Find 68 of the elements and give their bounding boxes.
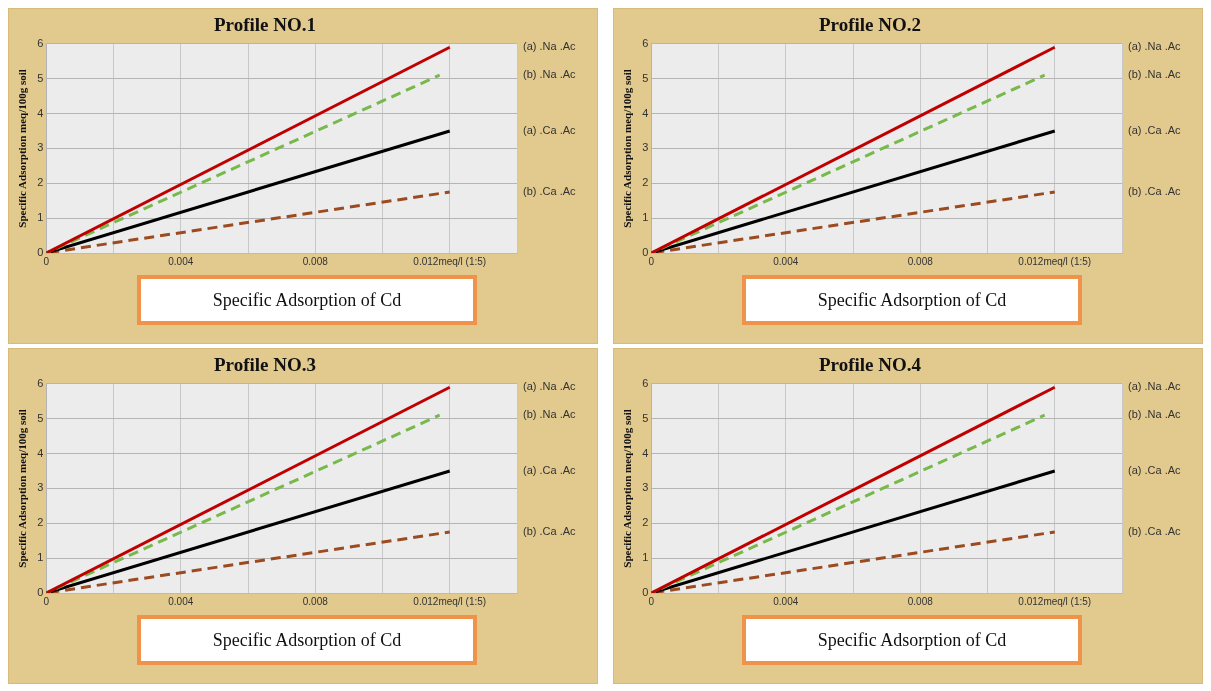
x-tick-label: 0.012meq/l (1:5) <box>413 595 487 607</box>
y-tick-label: 2 <box>642 516 649 529</box>
text: (a) .Ca .Ac <box>523 464 577 476</box>
x-tick-label: 0.008 <box>302 595 329 607</box>
text: (a) .Ca .Ac <box>1128 464 1182 476</box>
y-tick-label: 5 <box>642 71 649 84</box>
y-tick-label: 4 <box>642 106 649 119</box>
y-tick-label: 0 <box>642 246 649 259</box>
x-tick-label: 0.008 <box>907 595 934 607</box>
x-tick-label: 0.012meq/l (1:5) <box>413 255 487 267</box>
y-tick-label: 4 <box>642 446 649 459</box>
text: (a) .Na .Ac <box>1128 380 1182 393</box>
chart-title: Profile NO.1 <box>213 14 317 36</box>
x-tick-label: 0.004 <box>773 595 799 607</box>
x-axis-title: Specific Adsorption of Cd <box>742 275 1082 325</box>
y-tick-label: 6 <box>37 376 44 389</box>
y-axis-title: Specific Adsorption meq/100g soil <box>16 409 29 568</box>
text: (b) .Ca .Ac <box>523 185 577 198</box>
text: (a) .Na .Ac <box>1128 40 1182 53</box>
y-tick-label: 6 <box>642 36 649 49</box>
text: (b) .Na .Ac <box>523 68 577 81</box>
y-tick-label: 3 <box>37 481 44 494</box>
text: (b) .Ca .Ac <box>523 525 577 538</box>
y-axis-title: Specific Adsorption meq/100g soil <box>16 69 29 228</box>
chart-title: Profile NO.3 <box>213 354 317 376</box>
x-axis-title: Specific Adsorption of Cd <box>137 275 477 325</box>
y-tick-label: 2 <box>37 176 44 189</box>
y-tick-label: 4 <box>37 106 44 119</box>
y-tick-label: 3 <box>642 141 649 154</box>
chart-title: Profile NO.2 <box>818 14 922 36</box>
y-axis-title: Specific Adsorption meq/100g soil <box>621 69 634 228</box>
y-tick-label: 1 <box>37 211 44 224</box>
y-tick-label: 1 <box>642 211 649 224</box>
x-tick-label: 0.008 <box>302 255 329 267</box>
y-axis-title: Specific Adsorption meq/100g soil <box>621 409 634 568</box>
y-tick-label: 1 <box>37 551 44 564</box>
text: (b) .Ca .Ac <box>1128 185 1182 198</box>
y-tick-label: 5 <box>37 71 44 84</box>
x-axis-title: Specific Adsorption of Cd <box>137 615 477 665</box>
text: (a) .Na .Ac <box>523 40 577 53</box>
text: (a) .Ca .Ac <box>1128 124 1182 136</box>
text: (b) .Na .Ac <box>1128 68 1182 81</box>
y-tick-label: 2 <box>37 516 44 529</box>
text: (b) .Na .Ac <box>523 408 577 421</box>
x-tick-label: 0.004 <box>168 595 194 607</box>
x-axis-title: Specific Adsorption of Cd <box>742 615 1082 665</box>
text: (b) .Ca .Ac <box>1128 525 1182 538</box>
x-tick-label: 0.008 <box>907 255 934 267</box>
x-tick-label: 0.012meq/l (1:5) <box>1018 595 1092 607</box>
y-tick-label: 4 <box>37 446 44 459</box>
y-tick-label: 6 <box>37 36 44 49</box>
y-tick-label: 5 <box>642 411 649 424</box>
x-tick-label: 0.004 <box>773 255 799 267</box>
text: (a) .Ca .Ac <box>523 124 577 136</box>
y-tick-label: 3 <box>642 481 649 494</box>
y-tick-label: 3 <box>37 141 44 154</box>
text: (b) .Na .Ac <box>1128 408 1182 421</box>
chart-title: Profile NO.4 <box>818 354 922 376</box>
y-tick-label: 0 <box>37 246 44 259</box>
y-tick-label: 2 <box>642 176 649 189</box>
y-tick-label: 0 <box>37 586 44 599</box>
x-tick-label: 0.004 <box>168 255 194 267</box>
y-tick-label: 1 <box>642 551 649 564</box>
y-tick-label: 0 <box>642 586 649 599</box>
x-tick-label: 0.012meq/l (1:5) <box>1018 255 1092 267</box>
y-tick-label: 5 <box>37 411 44 424</box>
y-tick-label: 6 <box>642 376 649 389</box>
text: (a) .Na .Ac <box>523 380 577 393</box>
